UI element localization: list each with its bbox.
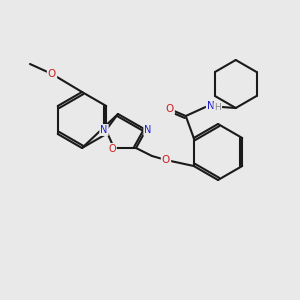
Text: N: N [207,101,214,111]
Text: N: N [100,125,108,135]
Text: H: H [214,103,221,112]
Text: O: O [108,144,116,154]
Text: O: O [162,155,170,165]
Text: O: O [48,69,56,79]
Text: N: N [144,125,152,135]
Text: O: O [166,104,174,114]
